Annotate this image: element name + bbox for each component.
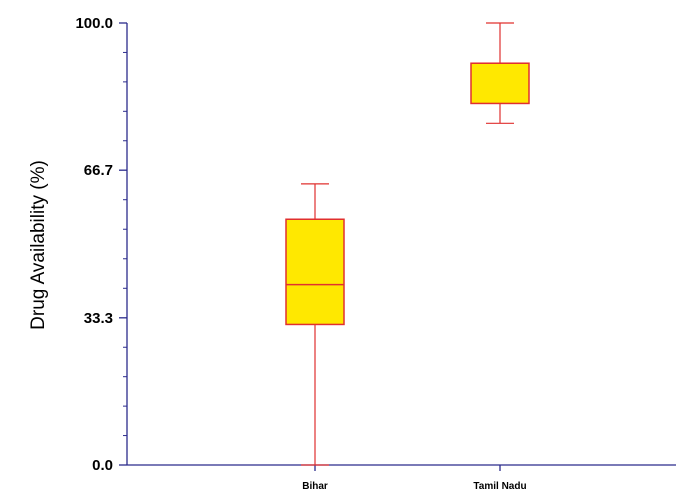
iqr-box (285, 218, 345, 326)
y-tick-label: 33.3 (84, 310, 113, 327)
box-tamil-nadu (470, 22, 530, 124)
x-category-label: Tamil Nadu (473, 481, 526, 492)
iqr-box (470, 62, 530, 105)
y-tick-label: 66.7 (84, 162, 113, 179)
y-axis: 0.0 33.3 66.7 100.0 (75, 15, 128, 474)
box-bihar (285, 183, 345, 466)
box-plot-series (285, 22, 530, 466)
x-axis: Bihar Tamil Nadu (127, 464, 676, 492)
y-tick-label: 0.0 (92, 457, 113, 474)
y-tick-label: 100.0 (75, 15, 113, 32)
y-axis-title: Drug Availability (%) (28, 160, 49, 330)
x-category-label: Bihar (302, 481, 328, 492)
